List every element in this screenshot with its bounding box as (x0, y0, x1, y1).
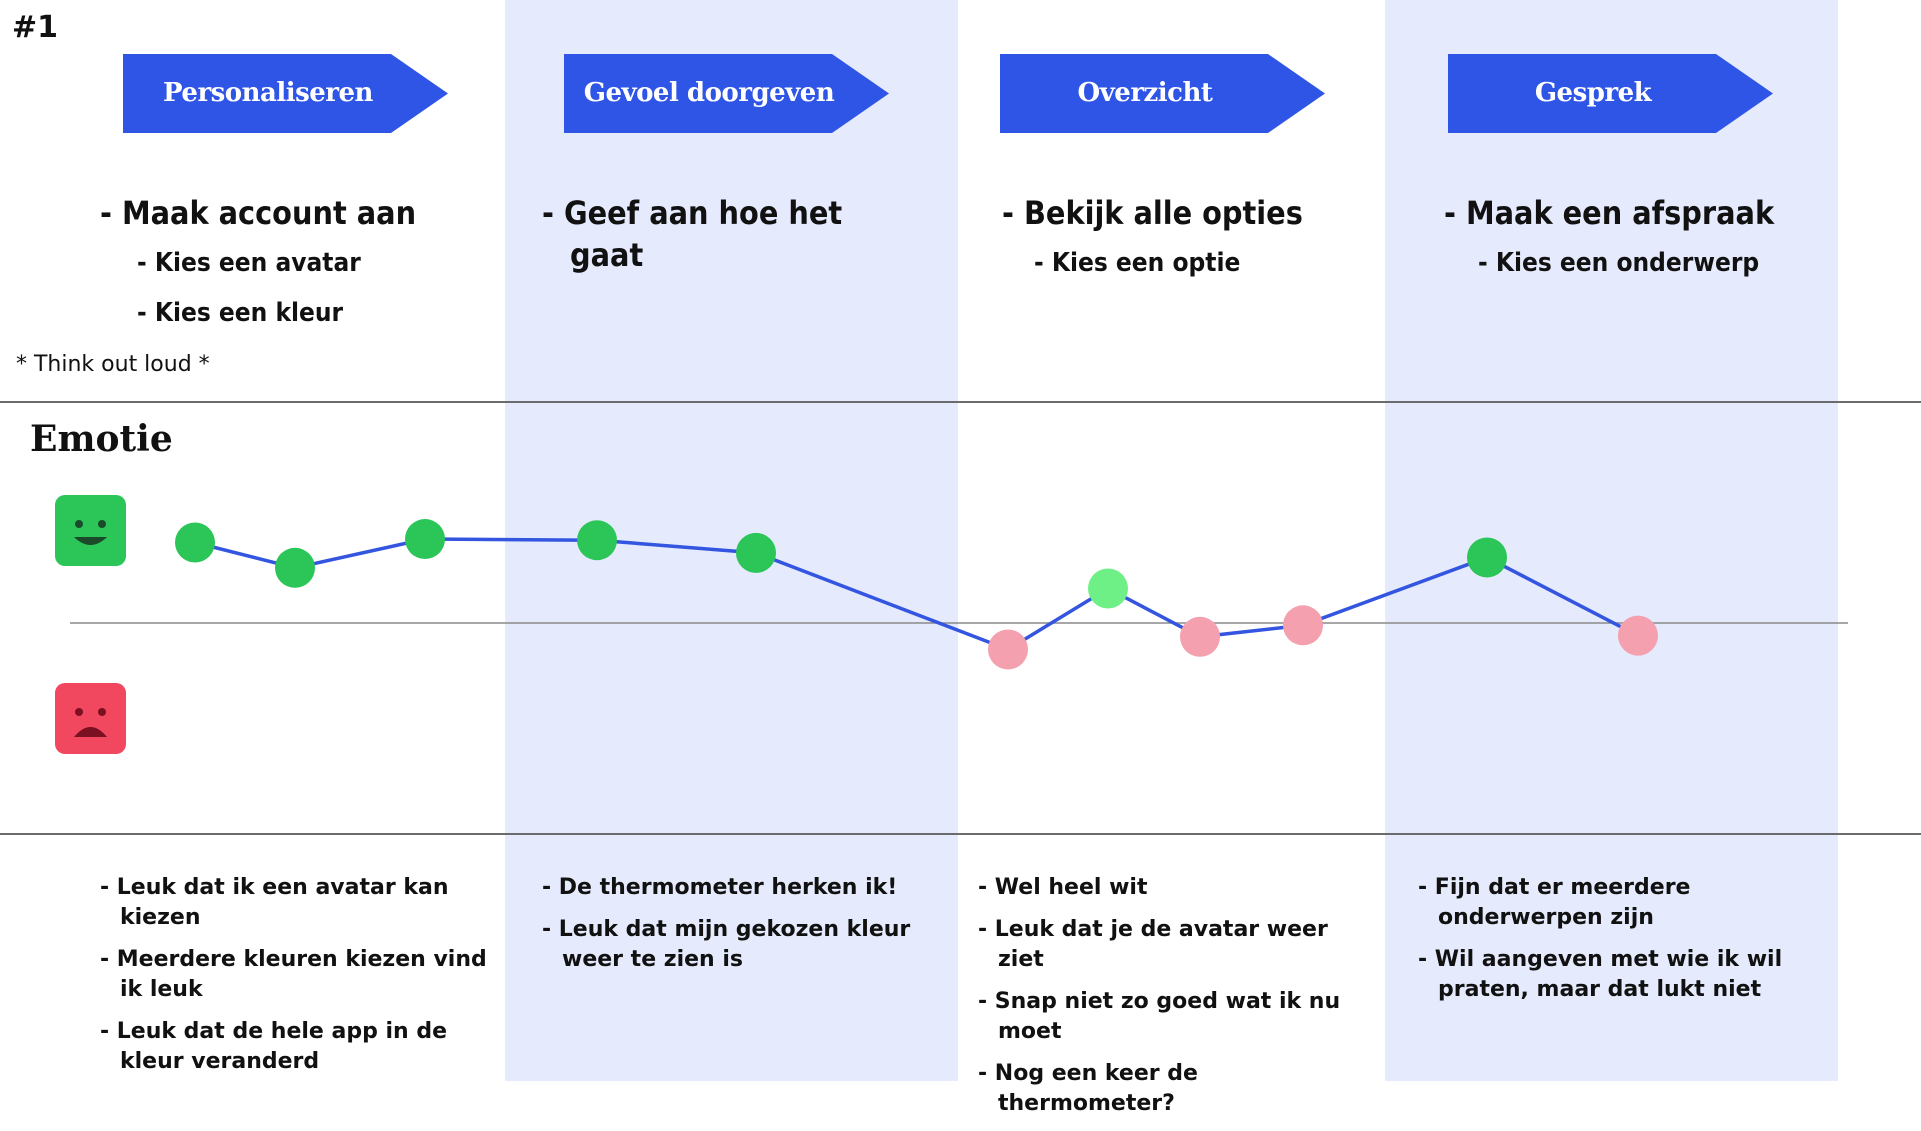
phase-arrow-gevoel-doorgeven: Gevoel doorgeven (564, 54, 889, 133)
divider-top (0, 401, 1921, 403)
comment: - Snap niet zo goed wat ik nu moet (978, 989, 1341, 1044)
comment: - Wil aangeven met wie ik wil praten, ma… (1418, 947, 1783, 1002)
emotion-point-7 (1088, 568, 1128, 609)
emotion-point-10 (1467, 537, 1507, 578)
emotion-point-8 (1180, 616, 1220, 657)
emotion-point-2 (275, 547, 315, 588)
comment: - Leuk dat je de avatar weer ziet (978, 917, 1328, 972)
smiley-face-icon (55, 495, 126, 566)
comment: - De thermometer herken ik! (542, 875, 898, 900)
phase-label: Personaliseren (163, 78, 373, 108)
emotion-line (194, 537, 1639, 652)
emotion-point-11 (1618, 615, 1658, 656)
emotion-point-6 (988, 629, 1028, 670)
task-list-gesprek: - Maak een afspraak - Kies een onderwerp (1444, 192, 1774, 288)
phase-arrow-gesprek: Gesprek (1448, 54, 1773, 133)
phase-arrow-personaliseren: Personaliseren (123, 54, 448, 133)
task-main: - Maak een afspraak (1444, 194, 1775, 232)
task-main: gaat (570, 236, 644, 274)
task-list-overzicht: - Bekijk alle opties - Kies een optie (1002, 192, 1303, 288)
task-list-gevoel-doorgeven: - Geef aan hoe het gaat (542, 192, 842, 276)
emotion-point-9 (1283, 605, 1323, 646)
comment: - Leuk dat mijn gekozen kleur weer te zi… (542, 917, 911, 972)
comments-personaliseren: - Leuk dat ik een avatar kan kiezen - Me… (100, 873, 500, 1089)
task-main: - Geef aan hoe het (542, 194, 843, 232)
comment: - Meerdere kleuren kiezen vind ik leuk (100, 947, 487, 1002)
task-list-personaliseren: - Maak account aan - Kies een avatar - K… (100, 192, 416, 338)
task-main: - Bekijk alle opties (1002, 194, 1303, 232)
task-sub: - Kies een avatar (137, 248, 361, 278)
comment: - Leuk dat ik een avatar kan kiezen (100, 875, 449, 930)
page-number: #1 (12, 10, 59, 45)
emotion-point-3 (405, 519, 445, 560)
comments-overzicht: - Wel heel wit - Leuk dat je de avatar w… (978, 873, 1378, 1131)
emotion-point-1 (175, 522, 215, 563)
comment: - Nog een keer de thermometer? (978, 1061, 1198, 1116)
emotion-point-5 (736, 532, 776, 573)
task-sub: - Kies een optie (1034, 248, 1241, 278)
sad-face-icon (55, 683, 126, 754)
phase-label: Overzicht (1077, 78, 1213, 108)
task-main: - Maak account aan (100, 194, 417, 232)
comments-gevoel-doorgeven: - De thermometer herken ik! - Leuk dat m… (542, 873, 947, 987)
comment: - Wel heel wit (978, 875, 1148, 900)
think-out-loud-note: * Think out loud * (16, 352, 210, 377)
comments-gesprek: - Fijn dat er meerdere onderwerpen zijn … (1418, 873, 1838, 1017)
phase-arrow-overzicht: Overzicht (1000, 54, 1325, 133)
emotion-title: Emotie (30, 418, 173, 460)
comment: - Leuk dat de hele app in de kleur veran… (100, 1019, 448, 1074)
divider-bottom (0, 833, 1921, 835)
column-band-gesprek (1385, 0, 1838, 1081)
comment: - Fijn dat er meerdere onderwerpen zijn (1418, 875, 1691, 930)
phase-label: Gesprek (1534, 78, 1652, 108)
phase-label: Gevoel doorgeven (583, 78, 835, 108)
emotion-point-4 (577, 520, 617, 561)
task-sub: - Kies een onderwerp (1478, 248, 1760, 278)
emotion-line-chart (70, 519, 1848, 670)
task-sub: - Kies een kleur (137, 298, 344, 328)
